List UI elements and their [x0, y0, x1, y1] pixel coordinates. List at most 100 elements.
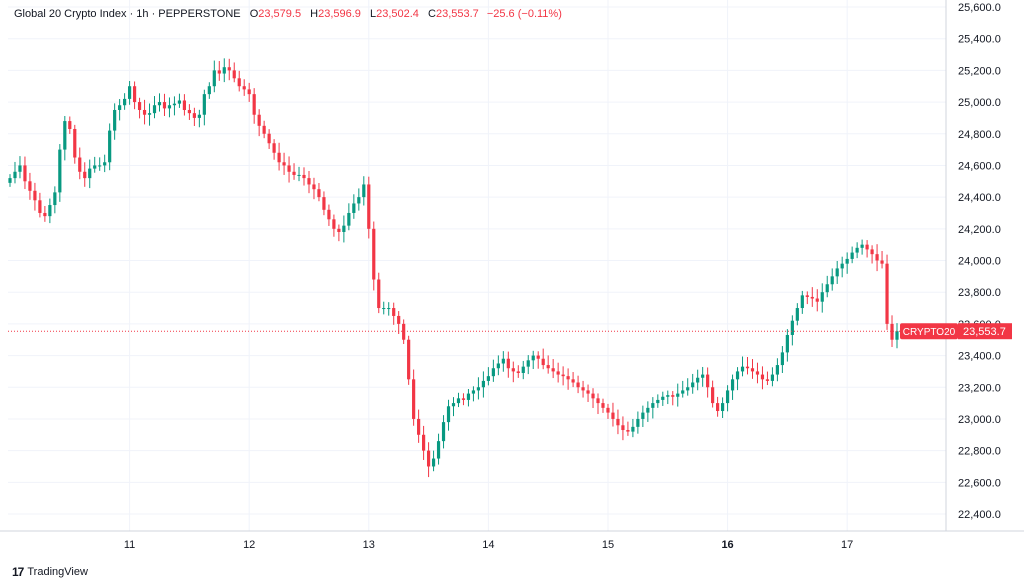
- candle-down[interactable]: [142, 109, 147, 115]
- candle-up[interactable]: [735, 371, 740, 380]
- candle-up[interactable]: [93, 165, 97, 169]
- candle-up[interactable]: [48, 205, 52, 217]
- candle-up[interactable]: [222, 67, 226, 74]
- candle-up[interactable]: [431, 458, 436, 467]
- candle-down[interactable]: [755, 371, 760, 375]
- candle-down[interactable]: [412, 379, 416, 419]
- candle-down[interactable]: [716, 403, 720, 412]
- candle-up[interactable]: [446, 406, 451, 423]
- candle-down[interactable]: [402, 323, 406, 340]
- candle-up[interactable]: [491, 368, 495, 377]
- candle-down[interactable]: [247, 89, 251, 95]
- candle-up[interactable]: [780, 352, 784, 366]
- candle-up[interactable]: [157, 102, 162, 106]
- candle-down[interactable]: [242, 86, 246, 90]
- candle-up[interactable]: [770, 374, 775, 381]
- candle-down[interactable]: [377, 279, 381, 309]
- candle-down[interactable]: [711, 387, 715, 404]
- candle-up[interactable]: [631, 426, 635, 432]
- candle-down[interactable]: [23, 165, 27, 182]
- candle-down[interactable]: [422, 434, 426, 451]
- candle-up[interactable]: [676, 393, 680, 397]
- candle-up[interactable]: [362, 184, 366, 198]
- candle-up[interactable]: [118, 105, 122, 110]
- candle-down[interactable]: [68, 121, 72, 129]
- candle-down[interactable]: [601, 403, 605, 408]
- candle-up[interactable]: [800, 295, 804, 309]
- candle-up[interactable]: [113, 109, 117, 131]
- candle-down[interactable]: [38, 200, 42, 213]
- candle-down[interactable]: [33, 190, 37, 201]
- candle-down[interactable]: [511, 368, 515, 372]
- candle-down[interactable]: [671, 395, 675, 397]
- candle-down[interactable]: [267, 133, 271, 144]
- candle-up[interactable]: [701, 374, 705, 378]
- candle-up[interactable]: [297, 174, 301, 176]
- candle-down[interactable]: [541, 358, 545, 366]
- candle-down[interactable]: [805, 295, 809, 297]
- candle-up[interactable]: [666, 395, 670, 397]
- candle-down[interactable]: [317, 189, 321, 198]
- candle-down[interactable]: [576, 382, 580, 388]
- candle-up[interactable]: [8, 178, 12, 183]
- candle-up[interactable]: [147, 113, 152, 115]
- candle-down[interactable]: [232, 70, 236, 79]
- candle-down[interactable]: [417, 418, 421, 435]
- candle-down[interactable]: [262, 125, 266, 134]
- candle-up[interactable]: [53, 192, 57, 206]
- candle-up[interactable]: [830, 276, 834, 285]
- candle-down[interactable]: [372, 228, 376, 280]
- candle-down[interactable]: [596, 398, 600, 404]
- candle-up[interactable]: [342, 225, 346, 232]
- candle-down[interactable]: [546, 365, 550, 369]
- candle-down[interactable]: [227, 67, 231, 71]
- candle-up[interactable]: [167, 105, 172, 109]
- candle-up[interactable]: [486, 376, 490, 381]
- candle-down[interactable]: [182, 100, 187, 110]
- candle-down[interactable]: [561, 374, 565, 377]
- candle-up[interactable]: [123, 98, 127, 106]
- candle-up[interactable]: [531, 355, 535, 361]
- candle-down[interactable]: [815, 298, 819, 302]
- candle-down[interactable]: [880, 260, 884, 264]
- candle-down[interactable]: [307, 178, 311, 185]
- candle-down[interactable]: [132, 86, 137, 103]
- candle-down[interactable]: [83, 171, 87, 179]
- candle-down[interactable]: [870, 249, 874, 255]
- candle-down[interactable]: [287, 165, 291, 172]
- candle-up[interactable]: [387, 308, 391, 310]
- candle-down[interactable]: [461, 398, 466, 400]
- candle-down[interactable]: [187, 109, 191, 114]
- candle-up[interactable]: [357, 197, 361, 204]
- candle-up[interactable]: [775, 365, 780, 375]
- candle-up[interactable]: [207, 86, 211, 95]
- candle-up[interactable]: [63, 121, 67, 150]
- candle-up[interactable]: [202, 94, 206, 115]
- candle-down[interactable]: [392, 308, 396, 316]
- candle-down[interactable]: [536, 355, 540, 359]
- candle-down[interactable]: [586, 390, 590, 394]
- candle-up[interactable]: [651, 403, 655, 408]
- candle-up[interactable]: [646, 407, 650, 413]
- candle-down[interactable]: [257, 114, 261, 126]
- candle-up[interactable]: [347, 212, 351, 226]
- candle-down[interactable]: [312, 184, 316, 190]
- candle-up[interactable]: [850, 252, 854, 259]
- candle-down[interactable]: [192, 113, 196, 118]
- candle-up[interactable]: [13, 171, 17, 179]
- candle-up[interactable]: [152, 105, 157, 114]
- candle-up[interactable]: [103, 162, 107, 166]
- candle-up[interactable]: [720, 403, 725, 412]
- candle-up[interactable]: [661, 396, 665, 400]
- candle-up[interactable]: [845, 258, 849, 264]
- candle-up[interactable]: [785, 334, 789, 353]
- candle-down[interactable]: [337, 228, 341, 232]
- tradingview-brand[interactable]: 17 TradingView: [12, 565, 88, 579]
- candle-down[interactable]: [551, 368, 555, 372]
- candle-up[interactable]: [686, 387, 690, 391]
- candles[interactable]: [8, 58, 899, 478]
- candle-down[interactable]: [237, 78, 241, 87]
- candle-down[interactable]: [506, 358, 510, 369]
- candle-up[interactable]: [88, 168, 92, 179]
